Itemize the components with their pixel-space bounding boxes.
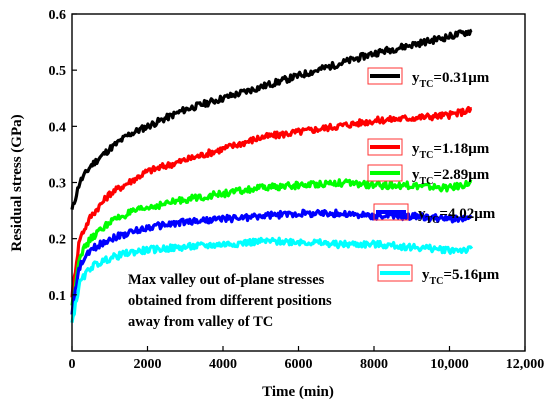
x-tick-label: 6000 [285,357,313,372]
legend-label: yTC=2.89μm [412,167,490,187]
legend: yTC=0.31μm yTC=1.18μm yTC=2.89μm yTC=4.02μm… [367,67,500,287]
series-line [70,236,474,323]
x-tick-label: 0 [69,357,76,372]
legend-label: yTC=0.31μm [412,70,490,90]
legend-label: yTC=5.16μm [422,267,500,287]
x-axis-title: Time (min) [262,384,334,400]
y-tick-label: 0.6 [49,8,67,23]
y-axis-title: Residual stress (GPa) [9,114,25,251]
y-tick-label: 0.2 [49,233,67,248]
x-tick-label: 4000 [209,357,237,372]
y-tick-label: 0.1 [49,289,67,304]
y-tick-label: 0.4 [49,120,67,135]
x-tick-label: 10,000 [430,357,469,372]
legend-box [373,203,409,221]
y-tick-label: 0.3 [49,177,67,192]
series-line [70,105,473,298]
legend-box [367,67,403,85]
series-line [70,178,473,306]
legend-label: yTC=1.18μm [412,141,490,161]
annotation-line-1: Max valley out of-plane stresses [128,272,325,288]
annotation: Max valley out of-plane stresses obtaine… [128,272,332,330]
legend-box [377,264,413,282]
annotation-line-2: obtained from different positions [128,293,332,309]
legend-box [367,164,403,182]
series-line [70,28,473,210]
series-layer [70,28,474,323]
legend-box [367,138,403,156]
x-tick-label: 8000 [360,357,388,372]
y-tick-label: 0.5 [49,64,67,79]
x-tick-label: 2000 [134,357,162,372]
axis-ticks: 0 2000 4000 6000 8000 10,000 12,000 0.1 0.2 0.3 0.… [49,8,545,372]
legend-label: yTC=4.02μm [418,206,496,226]
series-line [70,208,473,315]
annotation-line-3: away from valley of TC [128,314,273,330]
x-tick-label: 12,000 [506,357,545,372]
